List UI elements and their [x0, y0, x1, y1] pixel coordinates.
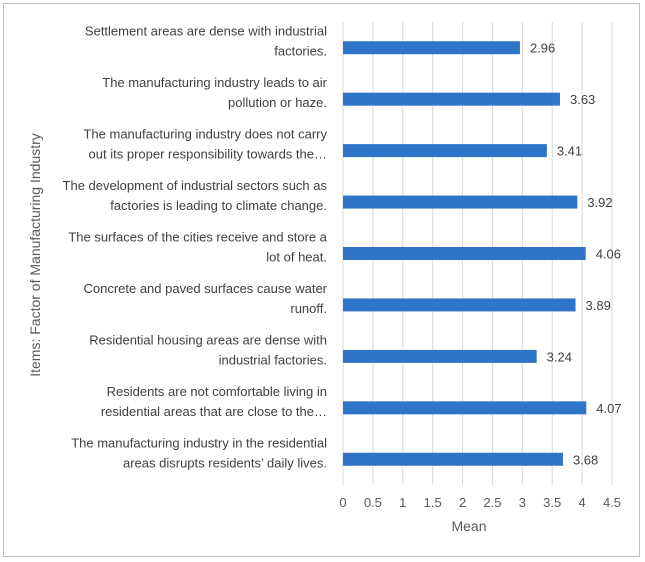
x-tick-label: 3 — [519, 495, 526, 510]
data-labels: 2.96 3.63 3.41 3.92 4.06 3.89 3.24 4.07 3.68 — [530, 41, 622, 468]
category-label: The manufacturing industry leads to air — [102, 75, 327, 90]
bars — [343, 41, 587, 466]
category-labels: Settlement areas are dense with industri… — [63, 24, 328, 471]
x-axis-title: Mean — [451, 518, 486, 534]
y-axis-title: Items: Factor of Manufacturing Industry — [27, 133, 43, 377]
category-label: areas disrupts residents’ daily lives. — [123, 455, 327, 470]
category-label: Concrete and paved surfaces cause water — [83, 281, 327, 296]
category-label: The development of industrial sectors su… — [63, 178, 328, 193]
bar — [343, 41, 520, 55]
bar — [343, 247, 586, 260]
x-tick-label: 4 — [578, 495, 585, 510]
x-tick-label: 4.5 — [603, 495, 621, 510]
x-tick-label: 0.5 — [364, 495, 382, 510]
bar-value-label: 2.96 — [530, 41, 555, 56]
bar — [343, 92, 560, 106]
bar — [343, 298, 576, 312]
category-label: runoff. — [290, 301, 327, 316]
x-tick-label: 3.5 — [543, 495, 561, 510]
x-tick-label: 0 — [339, 495, 346, 510]
bar — [343, 349, 537, 363]
category-label: factories is leading to climate change. — [110, 198, 327, 213]
category-label: Residents are not comfortable living in — [107, 384, 327, 399]
bar-value-label: 3.92 — [587, 195, 612, 210]
category-label: industrial factories. — [219, 352, 327, 367]
category-label: Settlement areas are dense with industri… — [85, 24, 327, 39]
bar-value-label: 3.24 — [547, 349, 572, 364]
x-tick-label: 1.5 — [424, 495, 442, 510]
bar-value-label: 4.07 — [596, 401, 621, 416]
category-label: Residential housing areas are dense with — [89, 332, 327, 347]
bar — [343, 144, 547, 158]
bar-value-label: 3.63 — [570, 92, 595, 107]
category-label: residential areas that are close to the… — [101, 404, 327, 419]
category-label: The manufacturing industry in the reside… — [71, 435, 327, 450]
x-tick-label: 1 — [399, 495, 406, 510]
bar-value-label: 4.06 — [596, 247, 621, 262]
category-label: The manufacturing industry does not carr… — [83, 127, 327, 142]
category-label: out its proper responsibility towards th… — [89, 147, 327, 162]
category-label: factories. — [274, 44, 327, 59]
bar-value-label: 3.68 — [573, 452, 598, 467]
category-label: pollution or haze. — [228, 95, 327, 110]
bar — [343, 195, 578, 209]
bar — [343, 401, 587, 415]
x-tick-label: 2 — [459, 495, 466, 510]
x-tick-label: 2.5 — [483, 495, 501, 510]
bar-value-label: 3.41 — [557, 144, 582, 159]
category-label: lot of heat. — [266, 250, 327, 265]
x-tick-labels: 0 0.5 1 1.5 2 2.5 3 3.5 4 4.5 — [339, 495, 621, 510]
category-label: The surfaces of the cities receive and s… — [68, 230, 327, 245]
bar-value-label: 3.89 — [586, 298, 611, 313]
bar — [343, 452, 563, 466]
